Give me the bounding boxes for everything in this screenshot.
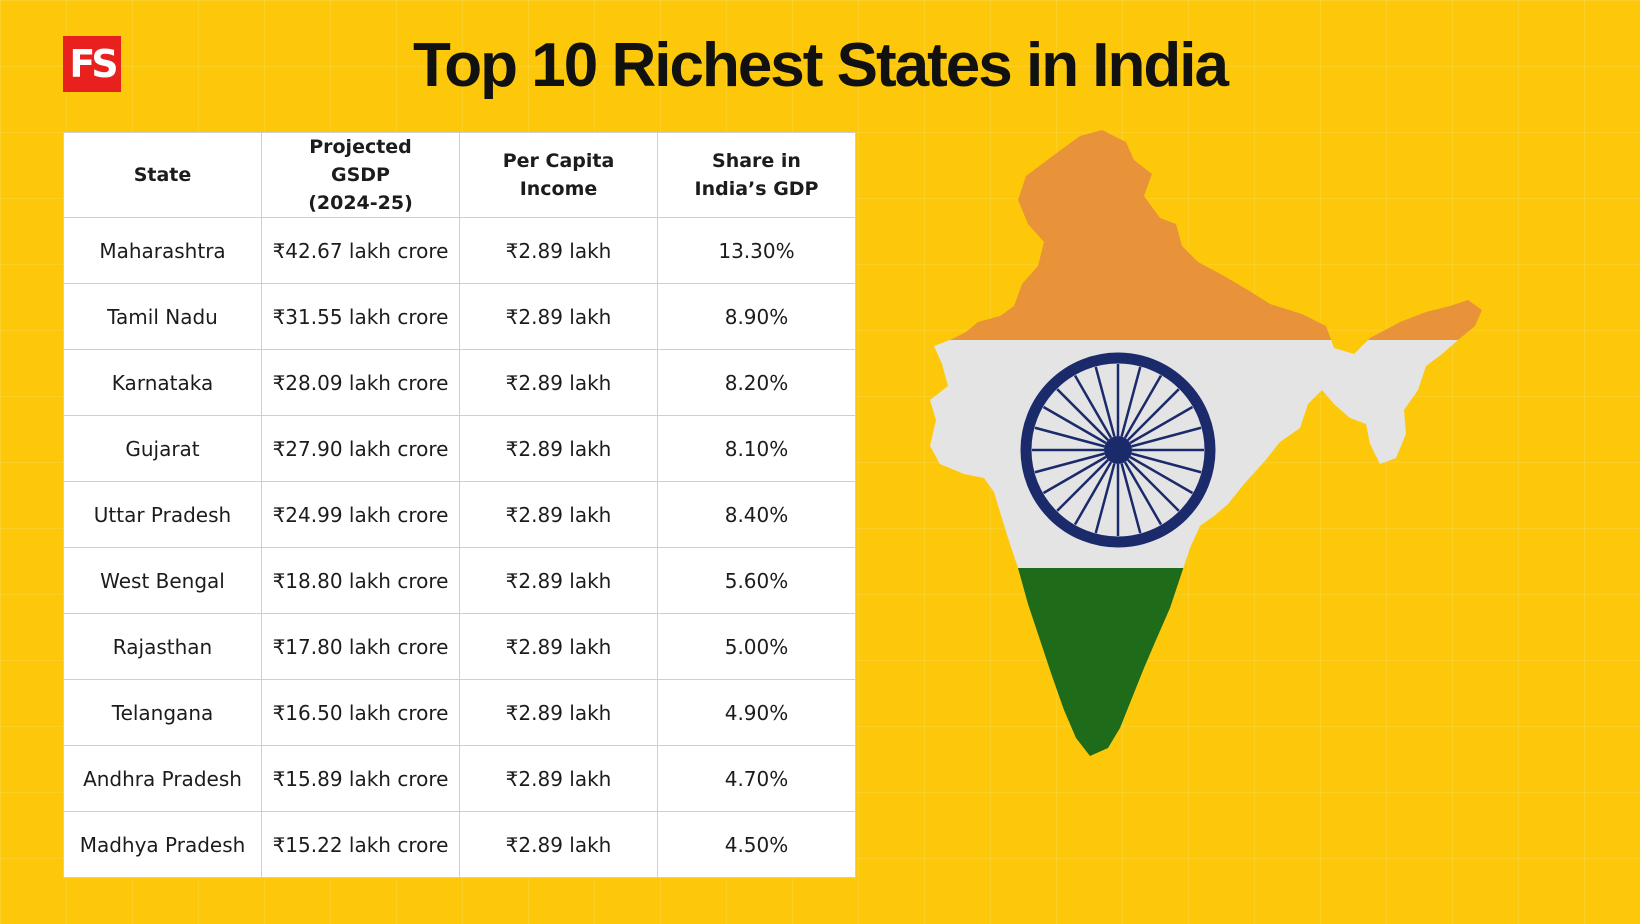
cell-per-capita: ₹2.89 lakh	[459, 745, 658, 812]
column-header-per-capita: Per Capita Income	[459, 132, 658, 218]
table-row: Rajasthan ₹17.80 lakh crore ₹2.89 lakh 5.00…	[63, 613, 856, 680]
cell-state: Madhya Pradesh	[63, 811, 262, 878]
chakra-spoke	[1034, 426, 1105, 448]
cell-gdp-share: 4.70%	[657, 745, 856, 812]
cell-per-capita: ₹2.89 lakh	[459, 547, 658, 614]
column-header-gdp-share: Share in India’s GDP	[657, 132, 856, 218]
ashoka-chakra-icon	[1020, 352, 1216, 548]
cell-gsdp: ₹18.80 lakh crore	[261, 547, 460, 614]
cell-gdp-share: 8.20%	[657, 349, 856, 416]
cell-state: Uttar Pradesh	[63, 481, 262, 548]
cell-state: West Bengal	[63, 547, 262, 614]
chakra-spoke	[1042, 455, 1107, 495]
cell-per-capita: ₹2.89 lakh	[459, 217, 658, 284]
india-map-flag-icon	[930, 130, 1482, 756]
cell-per-capita: ₹2.89 lakh	[459, 613, 658, 680]
table-row: Karnataka ₹28.09 lakh crore ₹2.89 lakh 8.20…	[63, 349, 856, 416]
chakra-spoke	[1129, 405, 1194, 445]
table-row: Madhya Pradesh ₹15.22 lakh crore ₹2.89 lak…	[63, 811, 856, 878]
cell-per-capita: ₹2.89 lakh	[459, 415, 658, 482]
cell-gdp-share: 8.90%	[657, 283, 856, 350]
chakra-spoke	[1034, 452, 1105, 474]
table-row: Andhra Pradesh ₹15.89 lakh crore ₹2.89 lak…	[63, 745, 856, 812]
cell-state: Karnataka	[63, 349, 262, 416]
chakra-spoke	[1094, 366, 1116, 437]
chakra-spoke	[1123, 461, 1163, 526]
cell-gsdp: ₹24.99 lakh crore	[261, 481, 460, 548]
chakra-spoke	[1056, 388, 1109, 441]
brand-logo: FS	[63, 36, 121, 92]
cell-state: Rajasthan	[63, 613, 262, 680]
cell-state: Telangana	[63, 679, 262, 746]
cell-gdp-share: 13.30%	[657, 217, 856, 284]
cell-gdp-share: 5.00%	[657, 613, 856, 680]
cell-gdp-share: 4.90%	[657, 679, 856, 746]
cell-gsdp: ₹16.50 lakh crore	[261, 679, 460, 746]
chakra-spoke	[1127, 459, 1180, 512]
cell-per-capita: ₹2.89 lakh	[459, 283, 658, 350]
chakra-spoke	[1129, 455, 1194, 495]
cell-per-capita: ₹2.89 lakh	[459, 811, 658, 878]
richest-states-table: State Projected GSDP (2024-25) Per Capit…	[63, 132, 856, 878]
cell-gdp-share: 4.50%	[657, 811, 856, 878]
page-title: Top 10 Richest States in India	[413, 31, 1229, 100]
chakra-spoke	[1056, 459, 1109, 512]
chakra-spoke	[1073, 461, 1113, 526]
chakra-spoke	[1120, 366, 1142, 437]
cell-per-capita: ₹2.89 lakh	[459, 349, 658, 416]
cell-gdp-share: 8.40%	[657, 481, 856, 548]
chakra-spoke	[1127, 388, 1180, 441]
cell-gsdp: ₹27.90 lakh crore	[261, 415, 460, 482]
cell-state: Tamil Nadu	[63, 283, 262, 350]
table-row: Gujarat ₹27.90 lakh crore ₹2.89 lakh 8.10%	[63, 415, 856, 482]
chakra-spoke	[1131, 452, 1202, 474]
cell-gsdp: ₹31.55 lakh crore	[261, 283, 460, 350]
cell-gsdp: ₹28.09 lakh crore	[261, 349, 460, 416]
column-header-gsdp: Projected GSDP (2024-25)	[261, 132, 460, 218]
cell-state: Andhra Pradesh	[63, 745, 262, 812]
table-row: West Bengal ₹18.80 lakh crore ₹2.89 lakh 5.…	[63, 547, 856, 614]
cell-gsdp: ₹17.80 lakh crore	[261, 613, 460, 680]
column-header-state: State	[63, 132, 262, 218]
table-row: Telangana ₹16.50 lakh crore ₹2.89 lakh 4.90…	[63, 679, 856, 746]
cell-state: Maharashtra	[63, 217, 262, 284]
table-row: Uttar Pradesh ₹24.99 lakh crore ₹2.89 lakh…	[63, 481, 856, 548]
chakra-spoke	[1042, 405, 1107, 445]
chakra-spoke	[1123, 374, 1163, 439]
cell-gsdp: ₹15.22 lakh crore	[261, 811, 460, 878]
chakra-spoke	[1073, 374, 1113, 439]
table-row: Maharashtra ₹42.67 lakh crore ₹2.89 lakh 13…	[63, 217, 856, 284]
cell-gdp-share: 8.10%	[657, 415, 856, 482]
table-body: Maharashtra ₹42.67 lakh crore ₹2.89 lakh 13…	[63, 217, 856, 878]
cell-gdp-share: 5.60%	[657, 547, 856, 614]
cell-gsdp: ₹42.67 lakh crore	[261, 217, 460, 284]
cell-state: Gujarat	[63, 415, 262, 482]
chakra-spoke	[1120, 463, 1142, 534]
chakra-spoke	[1131, 426, 1202, 448]
cell-per-capita: ₹2.89 lakh	[459, 481, 658, 548]
table-header-row: State Projected GSDP (2024-25) Per Capit…	[63, 132, 856, 218]
cell-gsdp: ₹15.89 lakh crore	[261, 745, 460, 812]
cell-per-capita: ₹2.89 lakh	[459, 679, 658, 746]
chakra-spoke	[1094, 463, 1116, 534]
table-row: Tamil Nadu ₹31.55 lakh crore ₹2.89 lakh 8.9…	[63, 283, 856, 350]
